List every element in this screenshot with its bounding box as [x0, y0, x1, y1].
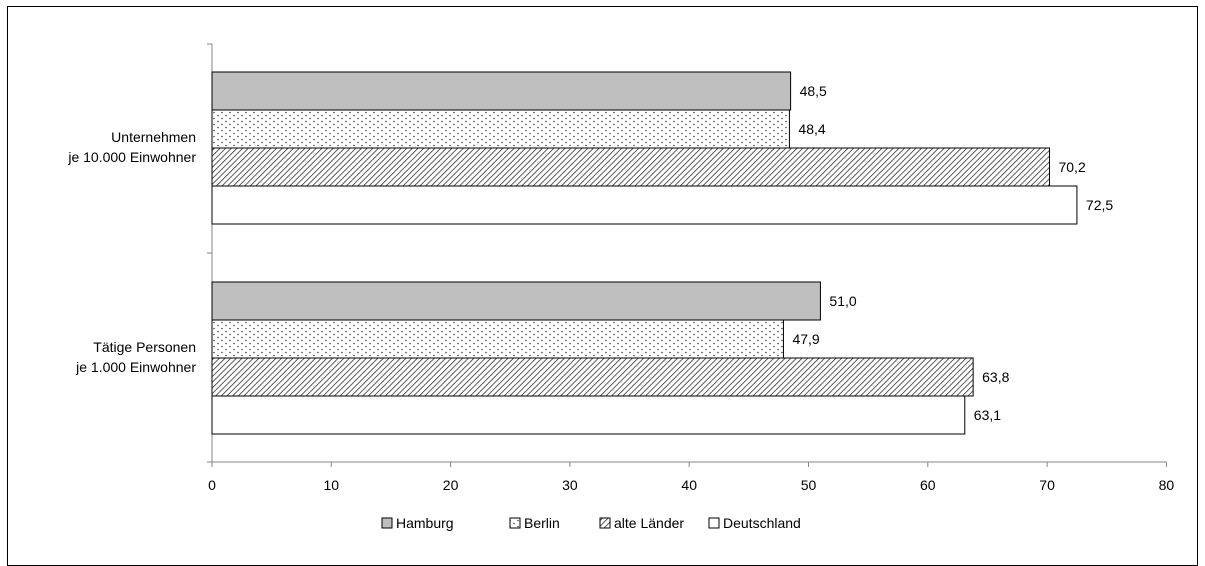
bar	[211, 319, 784, 359]
category-label: Tätige Personen je 1.000 Einwohner	[75, 339, 196, 375]
bar	[211, 281, 821, 321]
legend-swatch	[381, 517, 393, 529]
bars	[211, 71, 1078, 435]
bar	[211, 185, 1078, 225]
data-label: 48,4	[798, 121, 825, 137]
legend-swatch	[708, 517, 720, 529]
bar	[211, 395, 966, 435]
data-label: 70,2	[1058, 159, 1085, 175]
legend-swatch	[509, 517, 521, 529]
x-tick-label: 10	[324, 477, 340, 493]
x-tick-label: 40	[681, 477, 697, 493]
data-label: 63,1	[974, 407, 1001, 423]
legend-label: alte Länder	[614, 515, 684, 531]
data-label: 63,8	[982, 369, 1009, 385]
bar	[211, 357, 974, 397]
bar	[211, 71, 792, 111]
legend-swatch	[599, 517, 611, 529]
x-tick-label: 20	[443, 477, 459, 493]
data-label: 47,9	[792, 331, 819, 347]
x-tick-label: 60	[920, 477, 936, 493]
x-tick-label: 0	[208, 477, 216, 493]
legend-label: Deutschland	[723, 515, 801, 531]
labels: 48,5 51,0 48,4 47,9 70,2 63,8 72,5 63,1	[792, 83, 1113, 423]
legend: Hamburg Berlin alte Länder Deutschland	[381, 515, 801, 531]
legend-label: Berlin	[524, 515, 560, 531]
bar	[211, 147, 1050, 187]
data-label: 51,0	[829, 293, 856, 309]
category-label: Unternehmen je 10.000 Einwohner	[67, 129, 196, 165]
data-label: 72,5	[1086, 197, 1113, 213]
data-label: 48,5	[800, 83, 827, 99]
x-tick-label: 30	[562, 477, 578, 493]
x-tick-label: 50	[801, 477, 817, 493]
legend-label: Hamburg	[396, 515, 454, 531]
bar	[211, 109, 790, 149]
x-tick-label: 70	[1039, 477, 1055, 493]
x-tick-label: 80	[1159, 477, 1175, 493]
